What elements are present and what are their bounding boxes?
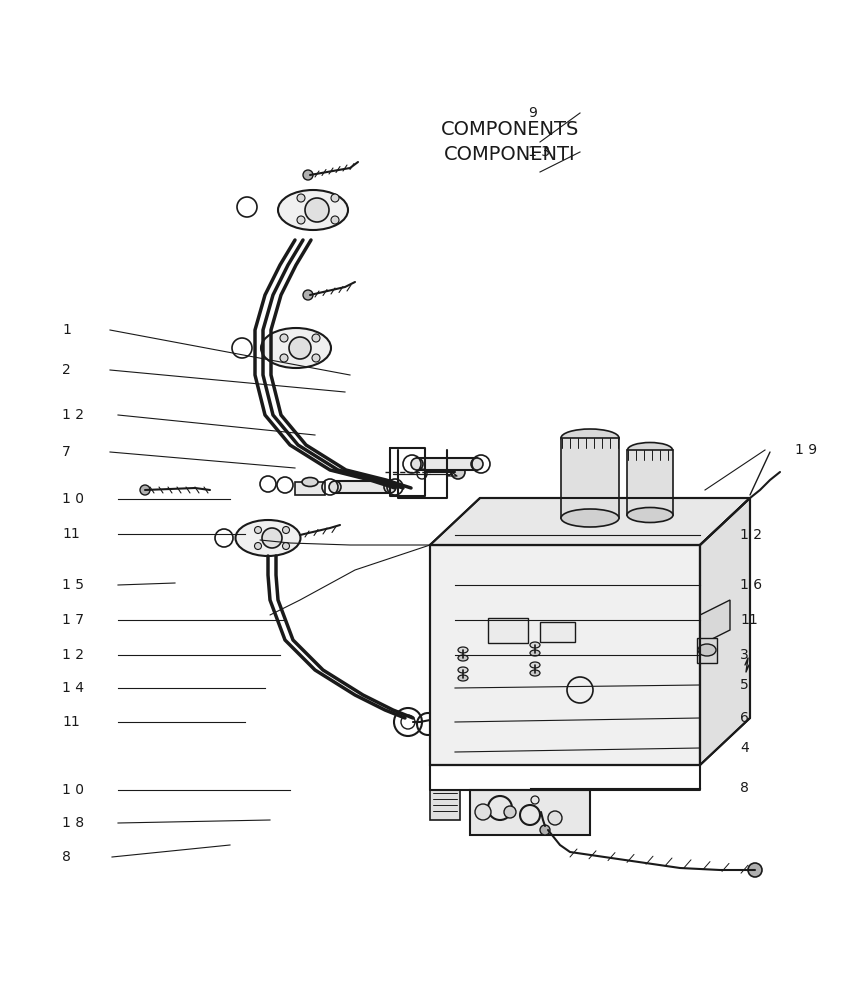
Ellipse shape bbox=[530, 670, 540, 676]
Circle shape bbox=[140, 485, 150, 495]
Circle shape bbox=[289, 337, 311, 359]
Text: 1: 1 bbox=[62, 323, 71, 337]
Text: 9: 9 bbox=[528, 106, 537, 120]
Circle shape bbox=[303, 290, 313, 300]
Text: 2: 2 bbox=[62, 363, 71, 377]
Circle shape bbox=[504, 806, 516, 818]
Circle shape bbox=[305, 198, 329, 222]
Circle shape bbox=[331, 216, 339, 224]
Text: 1 8: 1 8 bbox=[62, 816, 84, 830]
Ellipse shape bbox=[698, 644, 716, 656]
Text: 11: 11 bbox=[62, 527, 80, 541]
Text: 5: 5 bbox=[740, 678, 749, 692]
Polygon shape bbox=[430, 545, 700, 765]
Bar bbox=[627, 450, 673, 515]
Text: 1 6: 1 6 bbox=[740, 578, 762, 592]
Circle shape bbox=[280, 354, 288, 362]
Text: 1 0: 1 0 bbox=[62, 492, 84, 506]
Text: 1 9: 1 9 bbox=[795, 443, 817, 457]
Ellipse shape bbox=[235, 520, 300, 556]
Ellipse shape bbox=[261, 328, 331, 368]
Bar bbox=[561, 438, 619, 518]
Bar bbox=[417, 458, 477, 470]
Text: 1 2: 1 2 bbox=[62, 648, 84, 662]
Ellipse shape bbox=[627, 508, 673, 522]
Ellipse shape bbox=[329, 481, 341, 493]
Ellipse shape bbox=[530, 650, 540, 656]
Ellipse shape bbox=[458, 655, 468, 661]
Ellipse shape bbox=[627, 442, 673, 458]
Circle shape bbox=[297, 194, 305, 202]
Ellipse shape bbox=[384, 481, 396, 493]
Circle shape bbox=[280, 334, 288, 342]
Text: 1 2: 1 2 bbox=[740, 528, 762, 542]
Circle shape bbox=[548, 811, 562, 825]
Text: 6: 6 bbox=[740, 711, 749, 725]
Bar bbox=[540, 622, 575, 642]
Ellipse shape bbox=[530, 642, 540, 648]
Text: 1 0: 1 0 bbox=[62, 783, 84, 797]
Text: 3: 3 bbox=[740, 648, 749, 662]
Circle shape bbox=[262, 528, 282, 548]
Bar bbox=[697, 638, 717, 663]
Text: 1 4: 1 4 bbox=[62, 681, 84, 695]
Text: 4: 4 bbox=[740, 741, 749, 755]
Circle shape bbox=[475, 804, 491, 820]
Circle shape bbox=[303, 170, 313, 180]
Bar bbox=[295, 482, 325, 495]
Ellipse shape bbox=[561, 429, 619, 447]
Circle shape bbox=[254, 526, 261, 534]
Text: 1 2: 1 2 bbox=[62, 408, 84, 422]
Text: 1 3: 1 3 bbox=[528, 145, 550, 159]
Polygon shape bbox=[700, 600, 730, 645]
Circle shape bbox=[282, 542, 289, 550]
Circle shape bbox=[297, 216, 305, 224]
Text: 11: 11 bbox=[62, 715, 80, 729]
Bar bbox=[488, 618, 528, 643]
Text: 11: 11 bbox=[740, 613, 758, 627]
Ellipse shape bbox=[561, 509, 619, 527]
Circle shape bbox=[312, 354, 320, 362]
Circle shape bbox=[282, 526, 289, 534]
Circle shape bbox=[254, 542, 261, 550]
Bar bbox=[470, 790, 590, 835]
Text: 1 5: 1 5 bbox=[62, 578, 84, 592]
Text: 8: 8 bbox=[740, 781, 749, 795]
Polygon shape bbox=[700, 498, 750, 765]
Ellipse shape bbox=[411, 458, 423, 470]
Ellipse shape bbox=[458, 675, 468, 681]
Text: 8: 8 bbox=[62, 850, 71, 864]
Circle shape bbox=[312, 334, 320, 342]
Circle shape bbox=[540, 825, 550, 835]
Text: COMPONENTS
COMPONENTI: COMPONENTS COMPONENTI bbox=[441, 120, 580, 164]
Circle shape bbox=[748, 863, 762, 877]
Ellipse shape bbox=[302, 478, 318, 487]
Bar bbox=[430, 790, 460, 820]
Polygon shape bbox=[430, 498, 750, 545]
Ellipse shape bbox=[458, 647, 468, 653]
Text: 1 7: 1 7 bbox=[62, 613, 84, 627]
Ellipse shape bbox=[458, 667, 468, 673]
Ellipse shape bbox=[471, 458, 483, 470]
Circle shape bbox=[331, 194, 339, 202]
Circle shape bbox=[451, 465, 465, 479]
Bar bbox=[335, 481, 390, 493]
Ellipse shape bbox=[278, 190, 348, 230]
Ellipse shape bbox=[530, 662, 540, 668]
Text: 7: 7 bbox=[62, 445, 71, 459]
